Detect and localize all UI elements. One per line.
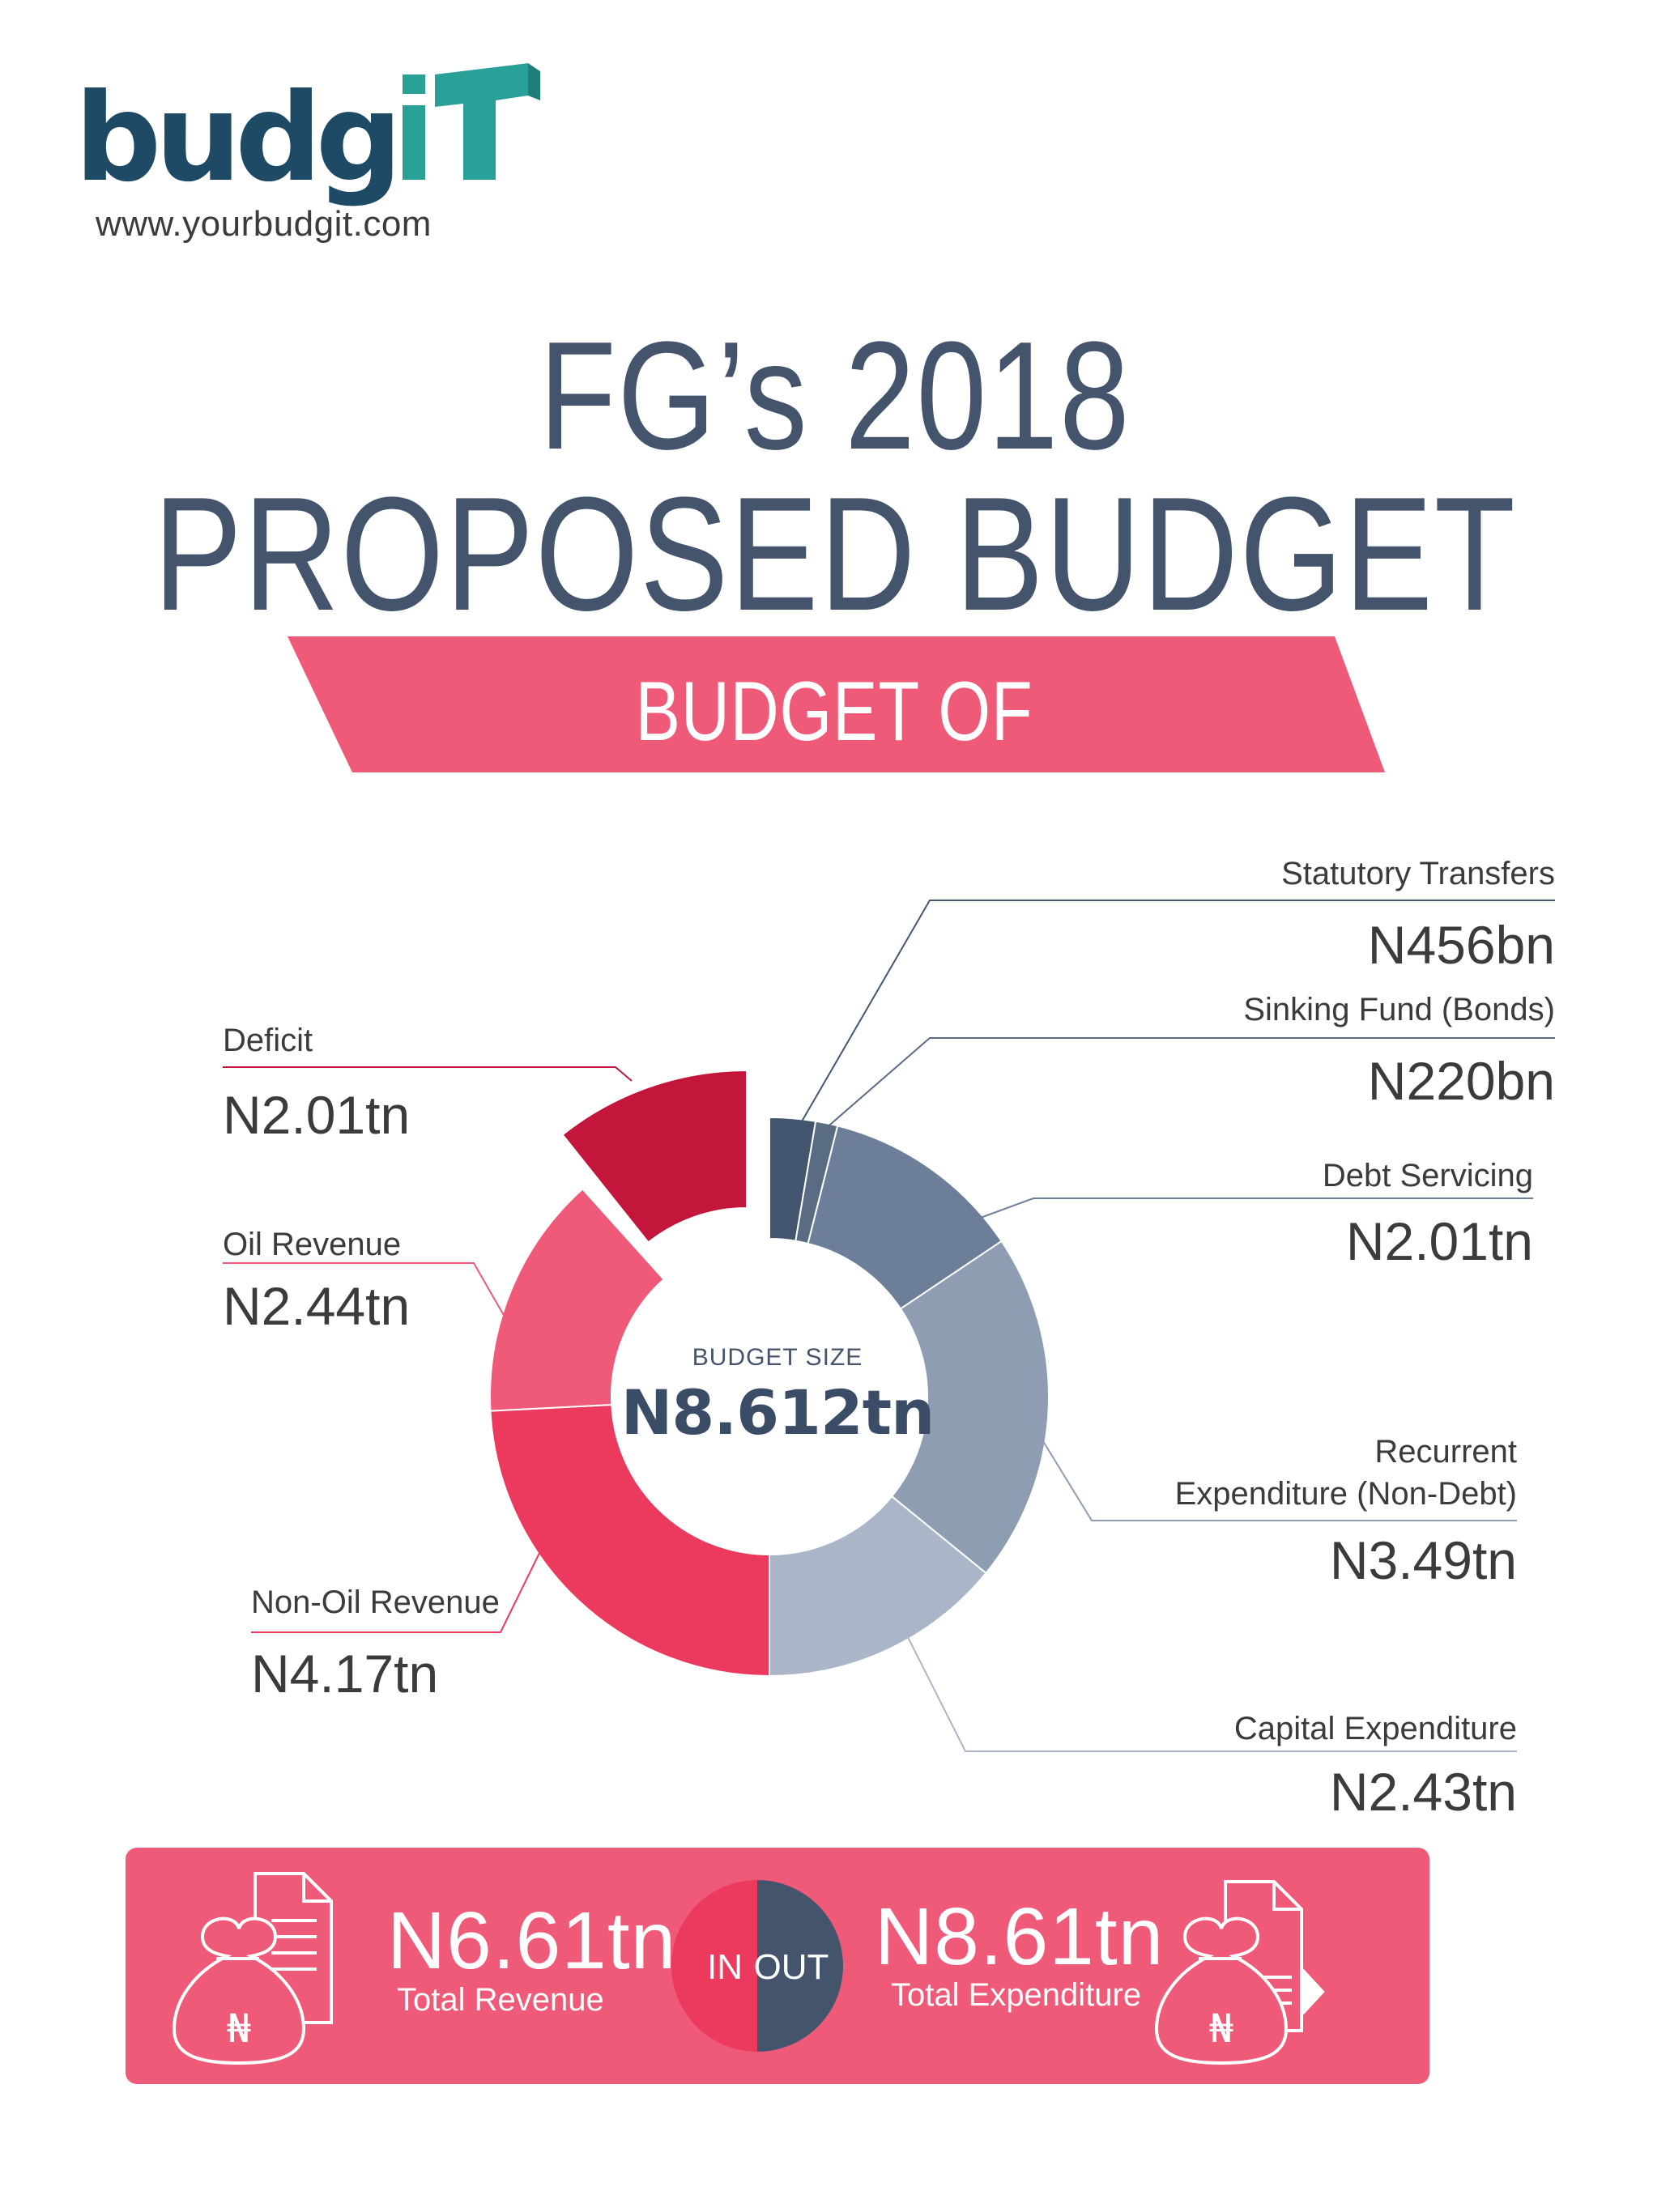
brand-logo: budg: [75, 58, 540, 220]
leader-capital: [906, 1635, 1517, 1752]
label-oil-revenue: Oil Revenue: [223, 1227, 401, 1262]
brand-url[interactable]: www.yourbudgit.com: [96, 204, 432, 244]
out-label: OUT: [754, 1947, 829, 1987]
value-non-oil-revenue: N4.17tn: [251, 1644, 438, 1704]
svg-text:budg: budg: [75, 68, 396, 209]
value-oil-revenue: N2.44tn: [223, 1276, 410, 1336]
label-deficit: Deficit: [223, 1023, 313, 1058]
leader-statutory: [801, 900, 1555, 1122]
label-sinking-fund: Sinking Fund (Bonds): [1243, 992, 1555, 1027]
label-capital-expenditure: Capital Expenditure: [1234, 1711, 1517, 1746]
value-debt-servicing: N2.01tn: [1346, 1211, 1533, 1271]
center-caption: BUDGET SIZE: [692, 1344, 863, 1371]
expenditure-naira-symbol: ₦: [1209, 2006, 1234, 2052]
value-statutory-transfers: N456bn: [1368, 915, 1555, 975]
label-statutory-transfers: Statutory Transfers: [1281, 856, 1555, 891]
leader-non-oil: [251, 1546, 543, 1633]
budget-donut-chart: Deficit N2.01tn Oil Revenue N2.44tn Non-…: [223, 856, 1555, 1822]
total-revenue-caption: Total Revenue: [397, 1982, 604, 2018]
total-revenue-value: N6.61tn: [387, 1895, 677, 1986]
subtitle-text: BUDGET OF CONSOLIDATION: [553, 665, 1115, 855]
subtitle-banner: [288, 636, 1385, 772]
value-sinking-fund: N220bn: [1368, 1051, 1555, 1111]
label-recurrent-1: Recurrent: [1374, 1434, 1517, 1470]
value-capital-expenditure: N2.43tn: [1330, 1762, 1517, 1822]
value-recurrent: N3.49tn: [1330, 1530, 1517, 1590]
label-non-oil-revenue: Non-Oil Revenue: [251, 1585, 500, 1620]
in-out-circle: [671, 1880, 843, 2052]
page-title-line2: PROPOSED BUDGET: [153, 464, 1517, 644]
revenue-naira-symbol: ₦: [227, 2006, 252, 2052]
value-deficit: N2.01tn: [223, 1085, 410, 1145]
revenue-money-bag-icon: [172, 1872, 333, 2065]
page-title-line1: FG’s 2018: [539, 310, 1131, 482]
in-label: IN: [707, 1947, 743, 1987]
total-expenditure-value: N8.61tn: [875, 1891, 1165, 1982]
logo-mark: budg: [75, 63, 540, 209]
slice-deficit: [561, 1069, 748, 1244]
leader-deficit: [223, 1066, 633, 1082]
label-debt-servicing: Debt Servicing: [1323, 1158, 1533, 1193]
expenditure-money-bag-icon: [1154, 1880, 1325, 2065]
donut-hole: [611, 1239, 927, 1555]
leader-recurrent: [1042, 1440, 1517, 1521]
center-value: N8.612tn: [620, 1376, 935, 1448]
leader-debt: [978, 1197, 1533, 1219]
leader-sinking: [824, 1037, 1555, 1130]
label-recurrent-2: Expenditure (Non-Debt): [1175, 1476, 1517, 1512]
leader-oil: [223, 1262, 509, 1325]
total-expenditure-caption: Total Expenditure: [891, 1977, 1142, 2013]
summary-graphics: ₦ IN OUT ₦: [172, 1872, 1325, 2065]
slice-non-oil-revenue: [489, 1403, 770, 1678]
